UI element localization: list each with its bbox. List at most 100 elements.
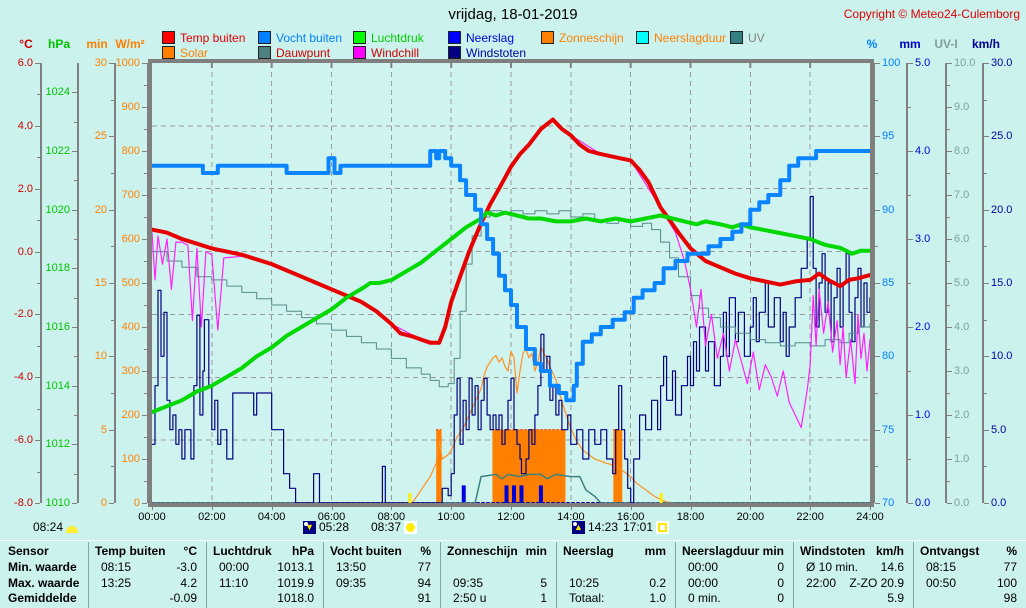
axis-minor-tick <box>111 173 114 174</box>
legend-item-windstoten: Windstoten <box>448 46 526 60</box>
axis-tick-label-temp: 4.0 <box>17 119 33 132</box>
axis-minor-tick <box>144 173 147 174</box>
axis-minor-tick <box>74 356 77 358</box>
axis-minor-tick <box>74 473 77 475</box>
axis-tick <box>947 415 952 416</box>
x-tick <box>840 503 842 507</box>
axis-tick-label-hpa: 1024 <box>45 86 70 99</box>
legend-label: Solar <box>180 45 209 60</box>
axis-tick <box>984 429 989 431</box>
axis-tick-label-hpa: 1018 <box>45 262 70 275</box>
axis-tick <box>947 283 952 284</box>
axis-tick <box>35 251 40 253</box>
axis-tick <box>72 92 77 94</box>
legend-swatch <box>448 31 461 44</box>
x-tick-label: 18:00 <box>676 511 705 523</box>
legend-label: Neerslag <box>466 30 515 45</box>
moonrise-icon: ▲ <box>572 520 585 534</box>
axis-tick <box>984 356 989 358</box>
axis-tick <box>908 503 913 504</box>
table-separator <box>913 542 914 608</box>
axis-tick-label-kmh: 0.0 <box>991 497 1007 509</box>
axis-tick-label-uv: 5.0 <box>954 277 970 289</box>
axis-minor-tick <box>947 217 950 218</box>
axis-tick <box>72 327 77 328</box>
table-cell-time: Ø 10 min. <box>806 560 859 574</box>
table-cell-value: -0.09 <box>169 591 197 605</box>
axis-tick-label-hpa: 1022 <box>45 145 70 157</box>
axis-minor-tick <box>144 217 147 218</box>
table-col-unit: km/h <box>875 544 904 558</box>
table-cell-value: 94 <box>417 576 431 590</box>
axis-tick <box>35 440 40 442</box>
sunshine-block <box>436 429 442 503</box>
table-col-unit: mm <box>644 544 666 558</box>
table-col-header: Temp buiten <box>95 544 166 558</box>
axis-tick-label-mm: 5.0 <box>915 57 931 69</box>
axis-tick-label-min: 15 <box>94 277 107 289</box>
axis-minor-tick <box>947 129 950 130</box>
rain-bar <box>538 485 543 503</box>
table-cell-value: Z-ZO 20.9 <box>849 576 904 590</box>
axis-tick <box>142 239 147 240</box>
copyright-text: Copyright © Meteo24-Culemborg <box>843 7 1020 21</box>
axis-tick-label-uv: 10.0 <box>954 57 976 69</box>
table-col-unit: °C <box>183 544 197 558</box>
axis-tick-label-pct: 100 <box>882 57 901 69</box>
axis-tick-label-mm: 1.0 <box>915 409 931 421</box>
x-tick <box>241 503 243 507</box>
axis-tick-label-temp: 0.0 <box>17 245 33 258</box>
axis-minor-tick <box>74 239 77 240</box>
axis-tick-label-temp: -6.0 <box>14 434 33 447</box>
axis-tick <box>109 209 114 211</box>
x-tick <box>331 503 333 510</box>
axis-tick-label-kmh: 25.0 <box>991 130 1013 143</box>
marker-sun-rise: 08:37 <box>371 520 418 534</box>
table-cell-time: 11:10 <box>219 576 249 590</box>
axis-tick-label-min: 5 <box>100 423 107 436</box>
table-cell-value: 4.2 <box>180 576 197 590</box>
table-row-label: Max. waarde <box>8 576 80 590</box>
axis-tick-label-wm2: 0 <box>133 497 140 509</box>
axis-tick <box>72 268 77 270</box>
sunrise-icon <box>404 520 418 534</box>
axis-tick-label-pct: 85 <box>882 277 895 289</box>
moonrise-time-label: 14:23 <box>588 520 619 534</box>
axis-tick-label-pct: 80 <box>882 350 895 363</box>
axis-tick <box>142 415 147 416</box>
axis-minor-tick <box>875 393 878 394</box>
legend-label: Vocht buiten <box>276 30 343 45</box>
axis-tick-label-min: 25 <box>94 130 107 143</box>
axis-minor-tick <box>37 345 40 347</box>
axis-tick <box>947 371 952 372</box>
page-title: vrijdag, 18-01-2019 <box>448 6 578 23</box>
axis-tick <box>109 503 114 504</box>
table-cell-value: 0 <box>777 576 784 590</box>
axis-tick <box>142 195 147 196</box>
axis-tick <box>72 209 77 211</box>
axis-tick <box>142 107 147 108</box>
axis-unit-kmh: km/h <box>971 37 1000 51</box>
axis-tick <box>984 283 989 284</box>
table-cell-time: Totaal: <box>569 591 605 605</box>
axis-tick <box>72 503 77 504</box>
table-cell-value: 1.0 <box>649 591 666 605</box>
legend-item-temp-buiten: Temp buiten <box>162 30 246 45</box>
axis-minor-tick <box>74 415 77 416</box>
legend-swatch <box>353 46 366 59</box>
axis-tick-label-mm: 2.0 <box>915 321 931 333</box>
axis-tick-label-temp: -8.0 <box>14 497 33 509</box>
legend-label: Temp buiten <box>180 30 246 45</box>
axis-tick <box>142 283 147 284</box>
table-col-unit: hPa <box>291 544 314 558</box>
axis-minor-tick <box>37 408 40 410</box>
table-col-unit: % <box>420 544 431 558</box>
axis-unit-pct: % <box>866 37 878 51</box>
axis-minor-tick <box>111 393 114 394</box>
legend-swatch <box>258 46 271 59</box>
series-luchtdruk <box>152 210 870 415</box>
table-corner-label: Sensor <box>8 544 49 558</box>
legend-item-neerslagduur: Neerslagduur <box>636 31 726 45</box>
axis-line-min <box>114 63 116 503</box>
table-cell-value: 77 <box>417 560 431 574</box>
